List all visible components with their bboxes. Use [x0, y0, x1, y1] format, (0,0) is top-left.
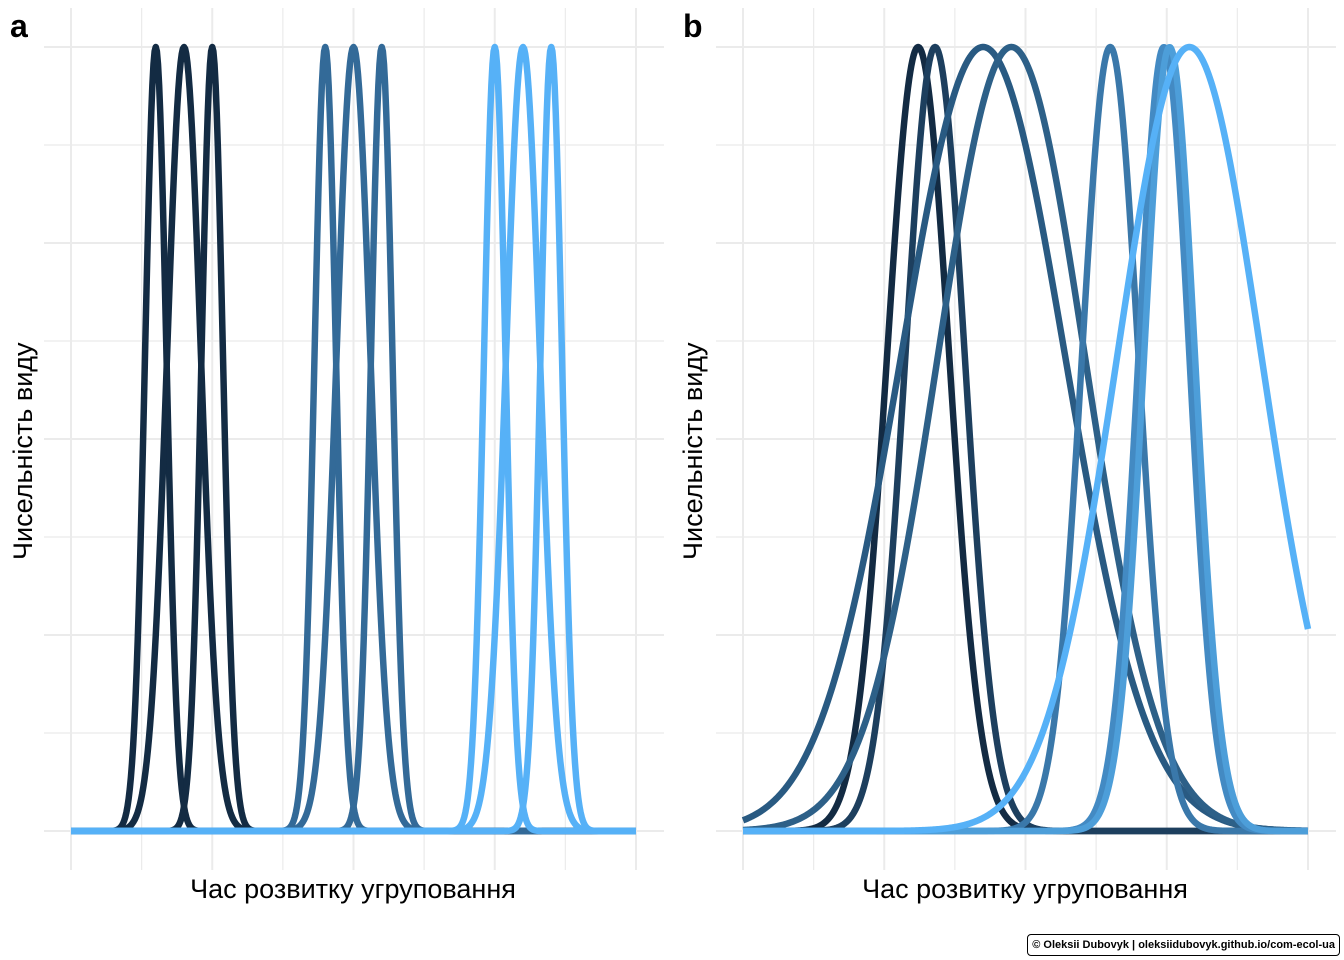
panel-b-y-axis-label: Чисельність виду [678, 342, 708, 560]
panel-b-x-axis-label: Час розвитку угруповання [862, 874, 1188, 904]
panel-b-plot [716, 8, 1336, 870]
copyright-credit[interactable]: © Oleksii Dubovyk | oleksiidubovyk.githu… [1027, 934, 1340, 956]
panel-a-letter: a [10, 8, 28, 44]
species-abundance-curve-9 [68, 43, 639, 835]
species-abundance-curve-8 [740, 43, 1312, 835]
panel-a-y-axis-label: Чисельність виду [8, 342, 38, 560]
panel-a-plot [44, 8, 664, 870]
panel-b-letter: b [683, 8, 703, 44]
species-abundance-curve-4 [740, 43, 1311, 835]
panel-a-x-axis-label: Час розвитку угруповання [190, 874, 516, 904]
